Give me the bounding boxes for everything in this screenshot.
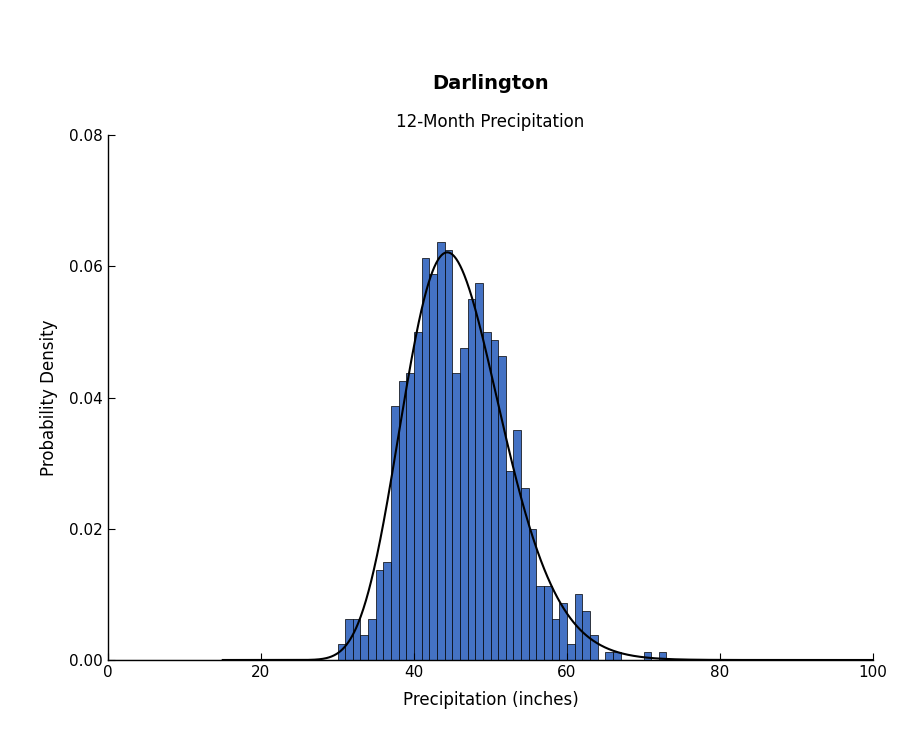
Bar (437, 242, 445, 660)
Bar (399, 381, 406, 660)
Bar (468, 299, 475, 660)
Bar (452, 373, 460, 660)
Bar (407, 373, 414, 660)
Bar (590, 635, 598, 660)
Bar (605, 652, 613, 660)
Bar (521, 488, 529, 660)
Title: 12-Month Precipitation: 12-Month Precipitation (396, 112, 585, 130)
X-axis label: Precipitation (inches): Precipitation (inches) (402, 691, 579, 709)
Bar (482, 332, 491, 660)
Bar (368, 619, 376, 660)
Bar (353, 619, 360, 660)
Bar (421, 258, 429, 660)
Bar (429, 274, 437, 660)
Bar (445, 250, 452, 660)
Bar (460, 348, 468, 660)
Y-axis label: Probability Density: Probability Density (40, 320, 58, 476)
Bar (499, 356, 506, 660)
Text: Darlington: Darlington (432, 74, 549, 93)
Bar (552, 619, 560, 660)
Bar (582, 610, 590, 660)
Bar (613, 652, 621, 660)
Bar (513, 430, 521, 660)
Bar (383, 562, 391, 660)
Bar (567, 644, 574, 660)
Bar (345, 619, 353, 660)
Bar (491, 340, 499, 660)
Bar (644, 652, 651, 660)
Bar (376, 570, 383, 660)
Bar (529, 529, 536, 660)
Bar (575, 594, 582, 660)
Bar (414, 332, 421, 660)
Bar (391, 406, 399, 660)
Bar (659, 652, 666, 660)
Bar (560, 602, 567, 660)
Bar (544, 586, 552, 660)
Bar (536, 586, 544, 660)
Bar (506, 471, 513, 660)
Bar (360, 635, 368, 660)
Bar (475, 283, 482, 660)
Bar (338, 644, 345, 660)
